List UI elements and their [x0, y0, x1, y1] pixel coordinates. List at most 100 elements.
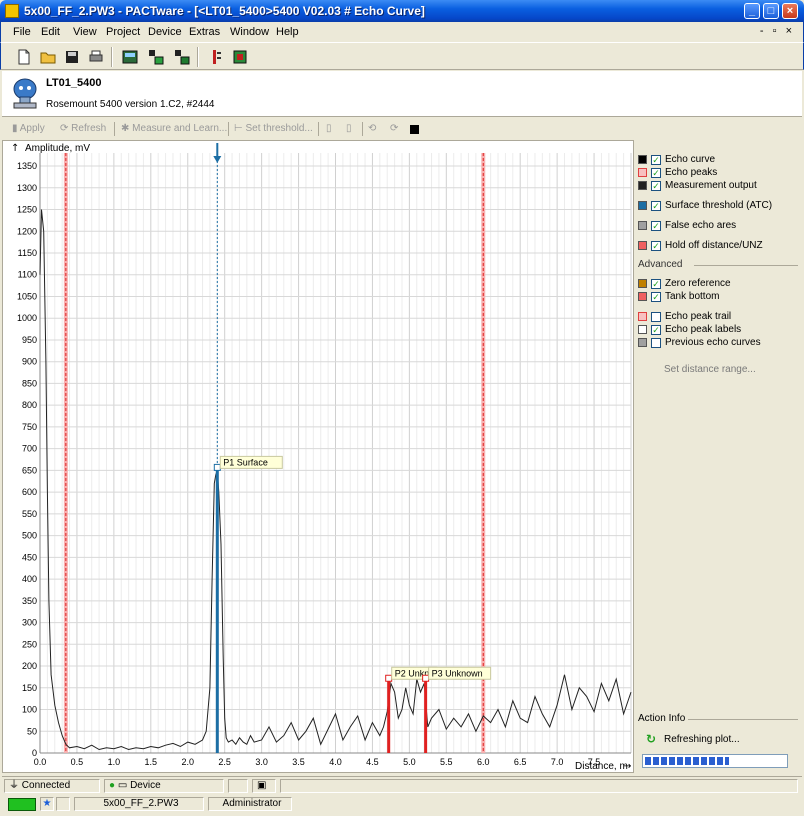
previous-echo-checkbox[interactable]: [651, 337, 661, 348]
close-button[interactable]: ×: [782, 3, 798, 19]
legend-label: Echo curve: [665, 154, 716, 165]
legend-false-echo-areas[interactable]: ✓ False echo ares: [638, 220, 736, 233]
open-folder-icon[interactable]: [39, 48, 57, 66]
title-bar: 5x00_FF_2.PW3 - PACTware - [<LT01_5400>5…: [0, 0, 804, 22]
echo-peaks-swatch: [638, 168, 647, 177]
menu-help[interactable]: Help: [276, 26, 299, 38]
tank-bottom-swatch: [638, 292, 647, 301]
device-version: Rosemount 5400 version 1.C2, #2444: [46, 99, 215, 110]
legend-label: Hold off distance/UNZ: [665, 240, 763, 251]
new-file-icon[interactable]: [15, 48, 33, 66]
menu-edit[interactable]: Edit: [41, 26, 60, 38]
x-tick-label: 0.5: [71, 757, 84, 767]
y-tick-label: 750: [22, 422, 37, 432]
apply-button[interactable]: ▮ Apply: [12, 123, 45, 134]
legend-echo-peak-labels[interactable]: ✓ Echo peak labels: [638, 324, 741, 337]
menu-project[interactable]: Project: [106, 26, 141, 38]
toolbar-separator: [197, 47, 199, 67]
echo-curve-checkbox[interactable]: ✓: [651, 154, 661, 165]
refresh-button[interactable]: ⟳ Refresh: [60, 123, 107, 134]
parameter-list-icon[interactable]: [207, 48, 225, 66]
user-name: Administrator: [208, 797, 292, 811]
measure-and-learn-button[interactable]: ✱ Measure and Learn...: [121, 123, 228, 134]
measurement-output-checkbox[interactable]: ✓: [651, 180, 661, 191]
menu-device[interactable]: Device: [148, 26, 182, 38]
save-icon[interactable]: [63, 48, 81, 66]
apply-label: Apply: [19, 123, 45, 134]
legend-measurement-output[interactable]: ✓ Measurement output: [638, 180, 757, 193]
set-threshold-label: Set threshold...: [245, 123, 313, 134]
connect-device-icon[interactable]: [147, 48, 165, 66]
echo-peak-trail-swatch: [638, 312, 647, 321]
legend-echo-peak-trail[interactable]: Echo peak trail: [638, 311, 731, 324]
tank-bottom-checkbox[interactable]: ✓: [651, 291, 661, 302]
y-tick-label: 250: [22, 639, 37, 649]
false-echo-checkbox[interactable]: ✓: [651, 220, 661, 231]
y-axis-ticks: 0 50 100 150 200 250 300 350 400 450 500 550 600 650 7…: [17, 161, 37, 758]
echo-peak-label: P3 Unknown: [432, 668, 483, 678]
y-tick-label: 950: [22, 335, 37, 345]
set-threshold-button[interactable]: ⊢ Set threshold...: [234, 123, 313, 134]
echo-curve-plot[interactable]: 0 50 100 150 200 250 300 350 400 450 500 550 600 650 7…: [2, 140, 634, 773]
grid: [39, 153, 632, 754]
menu-file[interactable]: File: [13, 26, 31, 38]
maximize-button[interactable]: □: [763, 3, 779, 19]
refresh-icon: ↻: [646, 732, 657, 746]
echo-peaks-checkbox[interactable]: ✓: [651, 167, 661, 178]
x-tick-label: 2.5: [218, 757, 231, 767]
echo-peak-trail-checkbox[interactable]: [651, 311, 661, 322]
surface-threshold-checkbox[interactable]: ✓: [651, 200, 661, 211]
auto-refresh-icon[interactable]: ⟳: [390, 123, 399, 134]
echo-curve-swatch: [638, 155, 647, 164]
refresh-progress-bar: [642, 754, 788, 768]
echo-peak-labels-checkbox[interactable]: ✓: [651, 324, 661, 335]
surface-marker-arrow: [213, 156, 222, 163]
legend-hold-off-distance[interactable]: ✓ Hold off distance/UNZ: [638, 240, 763, 253]
x-tick-label: 6.5: [514, 757, 527, 767]
main-toolbar: [0, 42, 804, 70]
echo-peak-marker: [422, 674, 430, 682]
print-icon[interactable]: [87, 48, 105, 66]
device-catalog-icon[interactable]: [121, 48, 139, 66]
zoom-out-icon[interactable]: ▯: [346, 123, 352, 134]
y-tick-label: 500: [22, 531, 37, 541]
zoom-in-icon[interactable]: ▯: [326, 123, 332, 134]
toolbar-separator: [228, 122, 229, 136]
y-tick-label: 850: [22, 378, 37, 388]
device-dtm-icon[interactable]: [231, 48, 249, 66]
legend-zero-reference[interactable]: ✓ Zero reference: [638, 278, 731, 291]
refresh-label: Refresh: [71, 123, 107, 134]
pactware-app-icon: [5, 4, 19, 18]
echo-peak-bar: [215, 470, 219, 753]
menu-window[interactable]: Window: [230, 26, 270, 38]
echo-peak-label-box: [219, 455, 283, 469]
y-tick-label: 1250: [17, 205, 37, 215]
action-info-divider: [688, 719, 798, 720]
hold-off-checkbox[interactable]: ✓: [651, 240, 661, 251]
menu-view[interactable]: View: [73, 26, 97, 38]
zero-reference-checkbox[interactable]: ✓: [651, 278, 661, 289]
device-status-label: Device: [130, 780, 161, 791]
y-tick-label: 650: [22, 465, 37, 475]
mdi-window-controls[interactable]: - ▫ ×: [759, 25, 795, 37]
x-tick-label: 4.0: [329, 757, 342, 767]
status-empty-cell: [56, 797, 70, 811]
legend-echo-peaks[interactable]: ✓ Echo peaks: [638, 167, 717, 180]
hold-off-swatch: [638, 241, 647, 250]
minimize-button[interactable]: _: [744, 3, 760, 19]
disconnect-device-icon[interactable]: [173, 48, 191, 66]
legend-echo-curve[interactable]: ✓ Echo curve: [638, 154, 715, 167]
legend-surface-threshold[interactable]: ✓ Surface threshold (ATC): [638, 200, 772, 213]
device-monitor-icon: ▣: [252, 779, 276, 793]
legend-tank-bottom[interactable]: ✓ Tank bottom: [638, 291, 719, 304]
device-status: ● ▭ Device: [104, 779, 224, 793]
menu-extras[interactable]: Extras: [189, 26, 221, 38]
echo-curve-chart[interactable]: 0 50 100 150 200 250 300 350 400 450 500 550 600 650 7…: [3, 141, 635, 774]
echo-peak-marker: [385, 674, 393, 682]
y-tick-label: 1300: [17, 183, 37, 193]
reload-icon[interactable]: ⟲: [368, 123, 377, 134]
set-distance-range-link[interactable]: Set distance range...: [664, 364, 756, 375]
y-tick-label: 1100: [18, 270, 37, 280]
legend-previous-echo-curves[interactable]: Previous echo curves: [638, 337, 761, 350]
stop-icon[interactable]: [410, 125, 419, 134]
